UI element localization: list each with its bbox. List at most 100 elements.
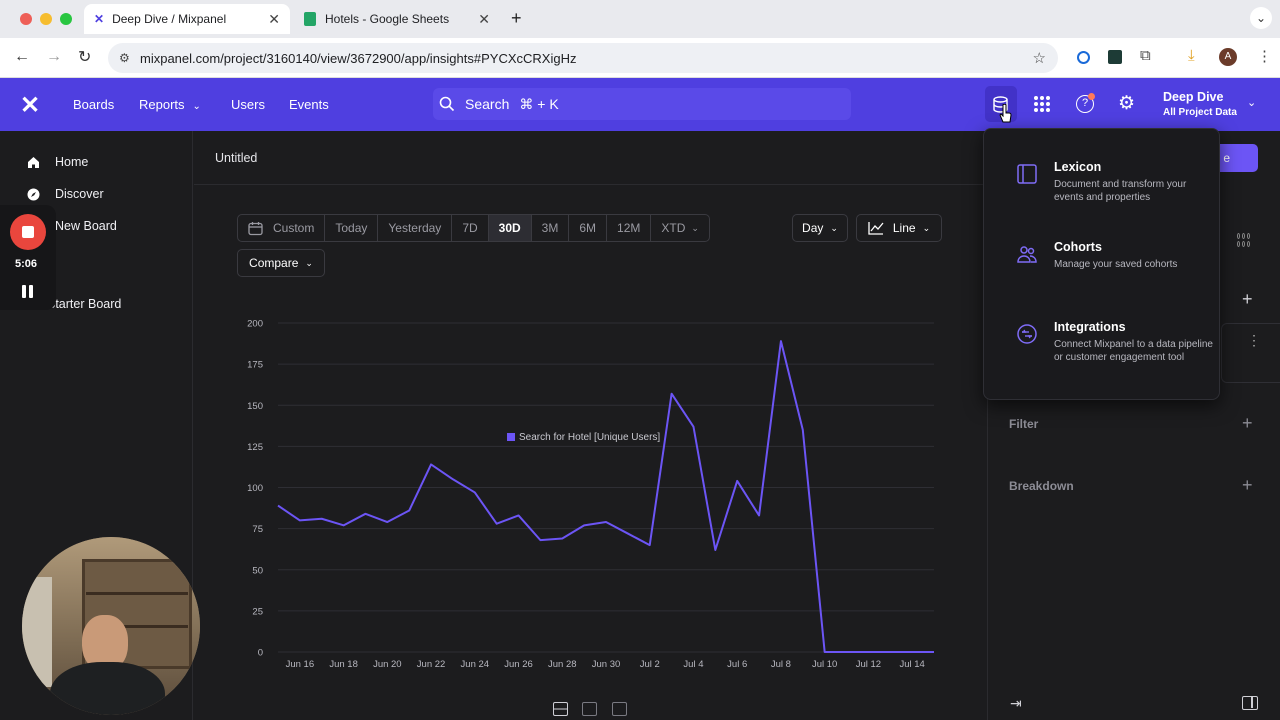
pause-icon[interactable] — [22, 285, 34, 299]
stop-recording-button[interactable] — [10, 214, 46, 250]
downloads-icon[interactable]: ⤓ — [1188, 47, 1195, 64]
date-xtd[interactable]: XTD ⌄ — [650, 215, 709, 241]
data-point[interactable] — [823, 650, 827, 654]
site-settings-icon[interactable]: ⚙ — [119, 51, 130, 65]
url-text: mixpanel.com/project/3160140/view/367290… — [140, 50, 577, 66]
legend-label[interactable]: Search for Hotel [Unique Users] — [519, 432, 660, 443]
extension-chart-icon[interactable] — [1108, 50, 1122, 64]
chart-type-dropdown[interactable]: Line ⌄ — [856, 214, 942, 242]
collapse-webcam-icon[interactable]: ⇤ — [163, 694, 174, 708]
compare-dropdown[interactable]: Compare ⌄ — [237, 249, 325, 277]
panel-grid-icon[interactable] — [1237, 233, 1251, 247]
sidebar-item-discover[interactable]: Discover — [26, 187, 104, 201]
nav-reports[interactable]: Reports ⌄ — [139, 97, 201, 112]
profile-avatar[interactable]: A — [1219, 48, 1237, 66]
data-point[interactable] — [363, 512, 367, 516]
data-point[interactable] — [932, 650, 936, 654]
layout-split-icon[interactable] — [553, 702, 568, 716]
sidebar-item-starter-board[interactable]: Starter Board — [47, 297, 121, 311]
data-point[interactable] — [604, 520, 608, 524]
x-tick-label: Jun 18 — [329, 659, 358, 670]
data-point[interactable] — [757, 513, 761, 517]
close-tab-icon[interactable]: ✕ — [268, 11, 280, 27]
data-point[interactable] — [320, 517, 324, 521]
data-point[interactable] — [626, 532, 630, 536]
apps-grid-icon[interactable] — [1034, 96, 1050, 112]
tab-mixpanel[interactable]: ✕ Deep Dive / Mixpanel ✕ — [84, 4, 290, 34]
data-point[interactable] — [517, 513, 521, 517]
data-point[interactable] — [582, 523, 586, 527]
data-point[interactable] — [801, 428, 805, 432]
data-point[interactable] — [691, 425, 695, 429]
data-point[interactable] — [648, 543, 652, 547]
data-point[interactable] — [845, 650, 849, 654]
date-30d[interactable]: 30D — [487, 215, 531, 241]
search-input[interactable]: Search ⌘ + K — [433, 88, 851, 120]
data-point[interactable] — [451, 477, 455, 481]
search-shortcut: ⌘ + K — [519, 95, 559, 112]
project-switcher[interactable]: Deep Dive All Project Data ⌄ — [1163, 90, 1263, 118]
extension-1password-icon[interactable] — [1077, 51, 1090, 64]
collapse-right-icon[interactable]: ⇥ — [1010, 695, 1022, 711]
report-title[interactable]: Untitled — [215, 151, 258, 165]
data-point[interactable] — [385, 520, 389, 524]
bookmark-star-icon[interactable]: ☆ — [1032, 50, 1046, 67]
data-point[interactable] — [735, 479, 739, 483]
tab-menu-chevron-icon[interactable]: ⌄ — [1250, 7, 1272, 29]
tab-google-sheets[interactable]: Hotels - Google Sheets ✕ — [294, 4, 500, 34]
help-icon[interactable]: ? — [1076, 95, 1094, 113]
minimize-window-dot[interactable] — [40, 13, 52, 25]
date-7d[interactable]: 7D — [451, 215, 487, 241]
new-tab-button[interactable]: + — [511, 8, 522, 28]
data-point[interactable] — [670, 392, 674, 396]
date-6m[interactable]: 6M — [568, 215, 606, 241]
settings-gear-icon[interactable]: ⚙ — [1118, 93, 1136, 114]
data-point[interactable] — [779, 339, 783, 343]
data-point[interactable] — [713, 548, 717, 552]
metric-more-icon[interactable]: ⋮ — [1247, 332, 1261, 348]
nav-users[interactable]: Users — [231, 97, 265, 112]
data-point[interactable] — [495, 522, 499, 526]
add-metric-plus-icon[interactable]: + — [1242, 289, 1253, 309]
interval-dropdown[interactable]: Day ⌄ — [792, 214, 848, 242]
layout-top-icon[interactable] — [582, 702, 597, 716]
series-line[interactable] — [277, 340, 934, 653]
data-point[interactable] — [429, 462, 433, 466]
date-yesterday[interactable]: Yesterday — [377, 215, 451, 241]
data-point[interactable] — [538, 538, 542, 542]
toggle-panel-icon[interactable] — [1242, 696, 1258, 710]
data-point[interactable] — [560, 536, 564, 540]
sidebar-item-new-board[interactable]: New Board — [55, 219, 117, 233]
date-12m[interactable]: 12M — [606, 215, 650, 241]
maximize-window-dot[interactable] — [60, 13, 72, 25]
sidebar-item-home[interactable]: Home — [26, 155, 88, 169]
close-tab-icon[interactable]: ✕ — [478, 11, 490, 27]
browser-menu-icon[interactable]: ⋮ — [1257, 48, 1272, 65]
nav-boards[interactable]: Boards — [73, 97, 115, 112]
data-point[interactable] — [276, 504, 280, 508]
menu-item-integrations[interactable]: Integrations Connect Mixpanel to a data … — [984, 309, 1221, 379]
menu-item-lexicon[interactable]: Lexicon Document and transform your even… — [984, 147, 1221, 207]
close-window-dot[interactable] — [20, 13, 32, 25]
date-today[interactable]: Today — [324, 215, 377, 241]
date-custom-button[interactable]: Custom — [238, 215, 324, 241]
data-point[interactable] — [473, 490, 477, 494]
address-bar[interactable]: ⚙ mixpanel.com/project/3160140/view/3672… — [108, 43, 1058, 73]
data-point[interactable] — [888, 650, 892, 654]
mixpanel-logo[interactable]: ✕ — [20, 92, 41, 119]
reload-icon[interactable]: ↻ — [78, 49, 92, 66]
forward-arrow-icon[interactable]: → — [46, 48, 62, 65]
back-arrow-icon[interactable]: ← — [14, 48, 30, 65]
data-point[interactable] — [342, 523, 346, 527]
nav-events[interactable]: Events — [289, 97, 329, 112]
date-3m[interactable]: 3M — [530, 215, 569, 241]
data-point[interactable] — [910, 650, 914, 654]
add-filter-plus-icon[interactable]: + — [1242, 413, 1253, 433]
data-point[interactable] — [407, 509, 411, 513]
add-breakdown-plus-icon[interactable]: + — [1242, 475, 1253, 495]
layout-bottom-icon[interactable] — [612, 702, 627, 716]
extensions-puzzle-icon[interactable]: ⧉ — [1140, 47, 1151, 64]
data-point[interactable] — [866, 650, 870, 654]
menu-item-cohorts[interactable]: Cohorts Manage your saved cohorts — [984, 229, 1221, 284]
data-point[interactable] — [298, 518, 302, 522]
